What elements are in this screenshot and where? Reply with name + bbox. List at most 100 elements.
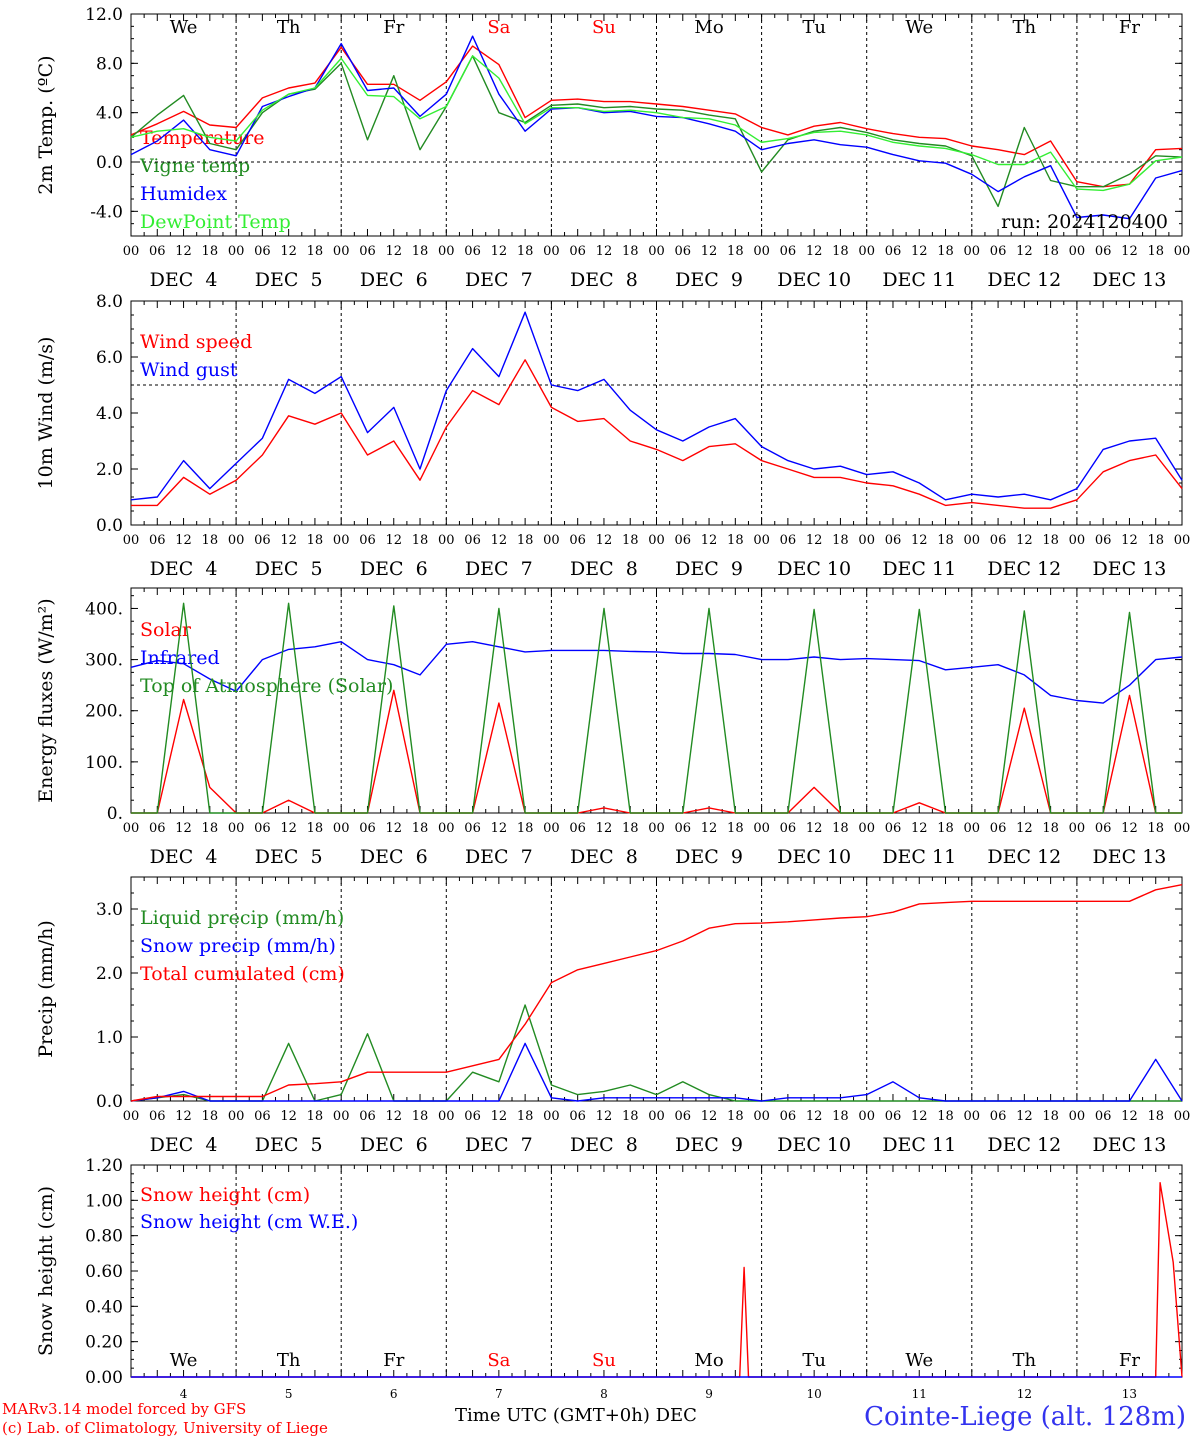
hour-label: 18 (202, 244, 219, 259)
y-tick-label: 6.0 (96, 348, 123, 368)
y-tick-label: 4.0 (96, 104, 123, 124)
hour-label: 18 (1042, 244, 1059, 259)
hour-label: 12 (491, 244, 508, 259)
hour-label: 12 (280, 1109, 297, 1124)
hour-label: 00 (648, 1109, 665, 1124)
date-label: DEC 9 (675, 269, 743, 291)
hour-label: 18 (1147, 533, 1164, 548)
series-line-infrared (130, 641, 1183, 704)
date-label: DEC 4 (150, 269, 218, 291)
hour-label: 12 (491, 821, 508, 836)
hour-label: 18 (202, 1109, 219, 1124)
series-line-wind-gust (130, 311, 1183, 501)
y-axis-title: Snow height (cm) (35, 1186, 57, 1356)
hour-label: 18 (622, 533, 639, 548)
y-axis-title: Precip (mm/h) (35, 920, 57, 1058)
y-tick-label: 0.0 (96, 1092, 123, 1112)
hour-label: 12 (385, 244, 402, 259)
hour-label: 00 (543, 533, 560, 548)
hour-label: 12 (175, 244, 192, 259)
legend-entry: Wind speed (140, 331, 252, 353)
date-label: DEC 12 (987, 269, 1061, 291)
hour-label: 06 (885, 1109, 902, 1124)
hour-label: 06 (990, 244, 1007, 259)
hour-label: 00 (438, 821, 455, 836)
lab-credit: (c) Lab. of Climatology, University of L… (2, 1419, 328, 1437)
hour-label: 18 (937, 821, 954, 836)
y-tick-label: 12.0 (85, 5, 123, 25)
y-tick-label: 4.0 (96, 404, 123, 424)
hour-label: 18 (832, 244, 849, 259)
hour-label: 00 (648, 821, 665, 836)
hour-label: 18 (202, 533, 219, 548)
hour-label: 12 (701, 533, 718, 548)
y-tick-label: 0. (107, 804, 123, 824)
hour-label: 12 (1016, 244, 1033, 259)
hour-label: 18 (937, 1109, 954, 1124)
date-label: DEC 12 (987, 1134, 1061, 1156)
hour-label: 00 (333, 244, 350, 259)
hour-label: 00 (858, 1109, 875, 1124)
hour-label: 00 (543, 244, 560, 259)
panel-4: 0.0 1.0 2.0 3.0 Precip (mm/h) 00 06 12 18 00 06 12 1… (35, 876, 1190, 1156)
legend-entry: Snow height (cm) (140, 1184, 310, 1206)
legend-entry: Snow height (cm W.E.) (140, 1211, 358, 1233)
series-line-total-cumulated-cm- (130, 884, 1183, 1102)
y-axis-title: 10m Wind (m/s) (35, 337, 57, 490)
y-tick-label: 400. (85, 599, 123, 619)
hour-label: 00 (123, 533, 140, 548)
hour-label: 12 (596, 244, 613, 259)
hour-label: 06 (569, 1109, 586, 1124)
y-tick-label: 2.0 (96, 964, 123, 984)
hour-label: 00 (543, 1109, 560, 1124)
hour-label: 12 (701, 1109, 718, 1124)
legend-entry: Liquid precip (mm/h) (140, 907, 344, 929)
plot-frame (130, 300, 1183, 526)
hour-label: 18 (1042, 533, 1059, 548)
plot-frame (130, 587, 1183, 814)
weekday-label: We (170, 17, 198, 38)
hour-label: 06 (254, 821, 271, 836)
series-line-top-of-atmosphere-solar- (131, 602, 1182, 814)
hour-label: 18 (937, 244, 954, 259)
hour-label: 12 (911, 1109, 928, 1124)
hour-label: 06 (569, 821, 586, 836)
hour-label: 12 (596, 821, 613, 836)
hour-label: 06 (149, 533, 166, 548)
hour-label: 00 (753, 821, 770, 836)
y-tick-label: 300. (85, 651, 123, 671)
weekday-label: Su (592, 1350, 616, 1371)
hour-label: 18 (622, 244, 639, 259)
y-tick-label: 2.0 (96, 460, 123, 480)
hour-label: 12 (175, 1109, 192, 1124)
weekday-label: Th (277, 17, 301, 38)
hour-label: 00 (438, 533, 455, 548)
hour-label: 12 (1016, 1109, 1033, 1124)
date-label: 4 (180, 1387, 188, 1401)
hour-label: 18 (1042, 1109, 1059, 1124)
panel-2: 0.0 2.0 4.0 6.0 8.0 10m Wind (m/s) 00 06 12 18 00 0… (35, 292, 1190, 580)
hour-label: 00 (1069, 1109, 1086, 1124)
weekday-label: Fr (383, 17, 404, 38)
y-tick-label: 0.40 (85, 1297, 123, 1317)
y-tick-label: 100. (85, 753, 123, 773)
hour-label: 18 (1147, 1109, 1164, 1124)
hour-label: 00 (1069, 821, 1086, 836)
hour-label: 12 (1121, 533, 1138, 548)
weekday-label: We (905, 17, 933, 38)
date-label: DEC 6 (360, 269, 428, 291)
hour-label: 06 (780, 533, 797, 548)
date-label: DEC 13 (1093, 269, 1167, 291)
hour-label: 18 (727, 533, 744, 548)
date-label: DEC 10 (777, 269, 851, 291)
hour-label: 06 (464, 821, 481, 836)
hour-label: 00 (858, 244, 875, 259)
date-label: DEC 7 (465, 1134, 533, 1156)
hour-label: 06 (359, 533, 376, 548)
hour-label: 06 (149, 1109, 166, 1124)
hour-label: 00 (858, 533, 875, 548)
hour-label: 00 (1174, 821, 1191, 836)
date-label: DEC 8 (570, 558, 638, 580)
date-label: DEC 10 (777, 846, 851, 868)
date-label: DEC 13 (1093, 558, 1167, 580)
